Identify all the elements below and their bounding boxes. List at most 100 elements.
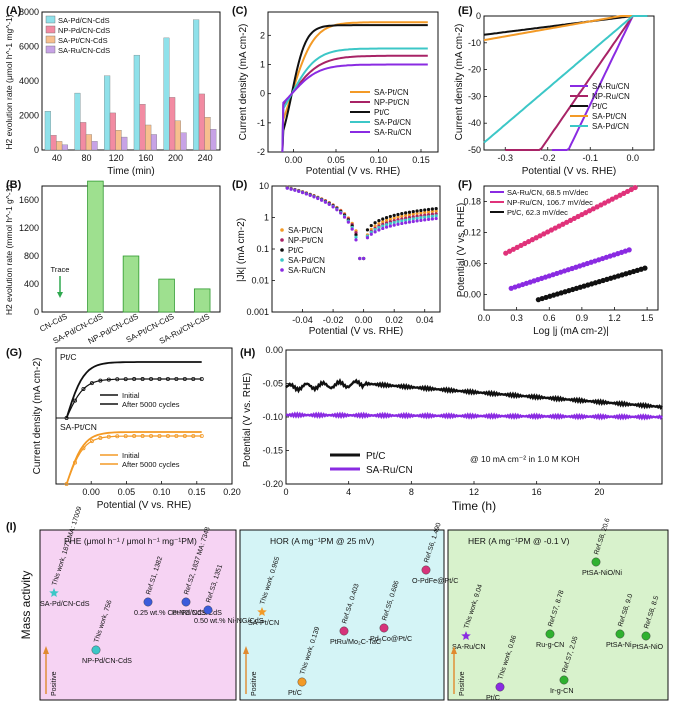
phe-box — [39, 529, 237, 701]
d-point-2 — [434, 206, 438, 211]
d-point-2 — [407, 210, 412, 214]
her-title: HER (A mg⁻¹PM @ -0.1 V) — [468, 536, 570, 546]
d-point-4 — [381, 226, 385, 231]
d-point-4 — [308, 193, 312, 197]
d-point-2 — [426, 207, 431, 212]
d-point-2 — [411, 209, 415, 214]
panel-i: (I) Mass activity PHE (μmol h⁻¹ / μmol h… — [6, 506, 669, 702]
e-line-3 — [483, 15, 648, 42]
panel-c-ylabel: Current density (mA cm-2) — [238, 24, 249, 141]
phe-label-3: Pt-Pd NCs/CdS — [172, 608, 222, 617]
c-line-2 — [281, 24, 428, 153]
hor-box — [239, 529, 445, 701]
bar-a-200-1 — [169, 97, 176, 151]
d-point-3 — [377, 226, 381, 230]
d-point-4 — [327, 202, 331, 207]
legend-a-label-2: SA-Pt/CN-CdS — [58, 36, 108, 45]
g-marker-1 — [89, 439, 94, 444]
h-line-1 — [285, 411, 664, 421]
f-xtick-5: 1.5 — [641, 313, 654, 323]
bar-a-120-1 — [109, 112, 116, 151]
f-xtick-0: 0.0 — [478, 313, 491, 323]
legend-a-swatch-0 — [45, 15, 56, 24]
g-marker-0 — [149, 377, 154, 382]
her-label-0: SA-Ru/CN — [452, 642, 486, 651]
d-point-4 — [430, 217, 434, 221]
d-point-4 — [404, 221, 408, 225]
panel-i-ylabel: Mass activity — [19, 571, 33, 640]
d-point-4 — [339, 211, 343, 215]
ytick-b-1: 400 — [24, 279, 39, 289]
g-marker-0 — [174, 377, 179, 382]
g-marker-0 — [132, 377, 137, 382]
c-ytick-0: -2 — [257, 147, 265, 157]
bar-a-120-3 — [121, 136, 128, 151]
d-point-4 — [331, 205, 335, 209]
d-point-4 — [411, 219, 415, 224]
g-legend-label-1-0: Initial — [122, 451, 140, 460]
d-legend-marker-3 — [280, 258, 284, 262]
panel-f-label: (F) — [458, 179, 472, 191]
bar-a-240-1 — [198, 93, 205, 151]
her-label-3: Ir-g-CN — [550, 686, 574, 695]
d-point-4 — [388, 224, 392, 228]
her-marker-6 — [641, 631, 651, 641]
c-ytick-2: 0 — [260, 89, 265, 99]
hor-marker-2 — [339, 626, 349, 636]
hor-label-1: Pt/C — [288, 688, 302, 697]
panel-b-label: (B) — [6, 179, 22, 191]
d-point-2 — [419, 208, 423, 213]
d-point-4 — [312, 195, 316, 199]
f-line-1 — [505, 187, 636, 254]
d-xtick-4: 0.04 — [416, 315, 434, 325]
h-ytick-0: -0.20 — [262, 479, 283, 489]
panel-a-frame — [41, 11, 221, 151]
d-legend-label-3: SA-Pd/CN — [288, 256, 325, 265]
d-point-4 — [419, 218, 423, 222]
f-ytick-1: 0.06 — [463, 259, 481, 269]
d-point-0 — [396, 215, 400, 219]
hor-marker-1 — [297, 677, 307, 687]
panel-b-trace-arrowhead — [57, 292, 63, 298]
hor-marker-0 — [257, 607, 267, 616]
d-point-2 — [392, 213, 396, 217]
d-legend-marker-1 — [280, 238, 284, 242]
d-point-2 — [377, 219, 381, 223]
d-point-3 — [415, 216, 419, 220]
panel-f-ylabel: Potential (V vs. RHE) — [456, 203, 467, 297]
c-ytick-4: 2 — [260, 30, 265, 40]
panel-e: (E) -0.3 -0.2 -0.1 0.0 -50 -40 -30 -20 -10 0 SA-R… — [454, 5, 655, 177]
panel-a-label: (A) — [6, 5, 22, 17]
d-point-0 — [411, 212, 415, 216]
g-xtick-4: 0.20 — [223, 487, 241, 497]
c-xtick-0: 0.00 — [285, 155, 303, 165]
d-point-4 — [289, 187, 293, 191]
c-line-1 — [281, 54, 428, 153]
panel-e-frame — [483, 15, 655, 151]
her-marker-0 — [461, 631, 471, 640]
d-point-4 — [293, 188, 297, 192]
d-point-4 — [369, 232, 373, 236]
h-xtick-0: 0 — [283, 487, 288, 497]
g-marker-1 — [165, 434, 170, 439]
d-point-4 — [373, 230, 377, 234]
d-point-4 — [346, 220, 350, 224]
g-marker-0 — [64, 415, 69, 420]
e-ytick-4: -10 — [468, 38, 481, 48]
panel-g-bottom-label: SA-Pt/CN — [60, 422, 97, 432]
phe-positive-label: Positive — [51, 671, 58, 696]
h-xtick-4: 16 — [532, 487, 542, 497]
d-point-2 — [396, 212, 400, 217]
panel-g-ylabel: Current density (mA cm-2) — [32, 358, 43, 475]
d-point-4 — [434, 216, 438, 221]
phe-marker-2 — [143, 597, 153, 607]
legend-a-swatch-3 — [45, 45, 56, 54]
d-point-4 — [335, 208, 339, 212]
bar-a-40-1 — [50, 135, 57, 151]
d-xtick-0: -0.04 — [292, 315, 313, 325]
bar-a-160-1 — [139, 104, 146, 151]
ytick-b-4: 1600 — [19, 195, 39, 205]
panel-d-xlabel: Potential (V vs. RHE) — [309, 326, 403, 337]
g-marker-1 — [115, 434, 120, 439]
h-xtick-1: 4 — [346, 487, 351, 497]
